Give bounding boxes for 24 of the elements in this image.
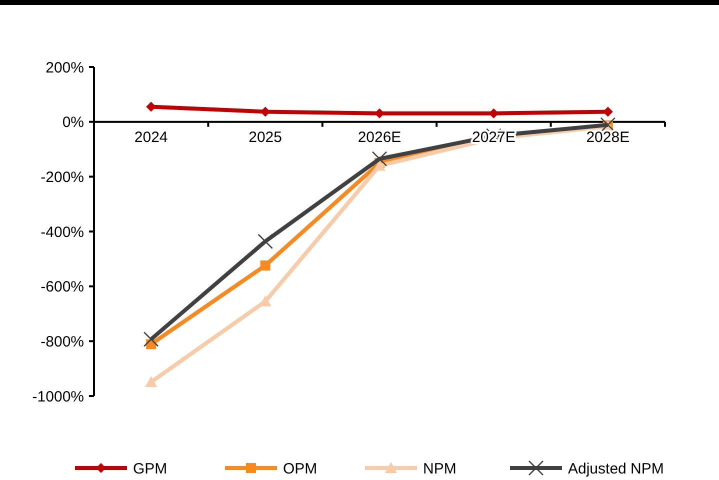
y-tick-label: -200% — [40, 168, 84, 186]
point — [374, 108, 384, 118]
y-tick-label: 200% — [46, 59, 84, 76]
x-tick-label: 2027E — [472, 128, 516, 146]
x-tick-label: 2026E — [358, 128, 402, 146]
y-tick-label: -400% — [40, 224, 84, 241]
legend-label: Adjusted NPM — [568, 460, 664, 478]
y-tick-label: -800% — [40, 333, 84, 350]
x-tick-label: 2028E — [586, 128, 630, 146]
point — [143, 332, 159, 347]
y-tick-label: 0% — [62, 114, 84, 132]
x-tick-label: 2025 — [248, 128, 282, 146]
point — [374, 160, 386, 171]
legend-label: GPM — [133, 460, 168, 478]
point — [145, 376, 158, 388]
legend-label: NPM — [423, 460, 456, 478]
point — [372, 151, 388, 166]
point — [260, 260, 270, 270]
y-tick-label: -1000% — [32, 388, 84, 406]
point — [600, 117, 616, 132]
point — [258, 234, 273, 250]
y-tick-label: -600% — [40, 278, 84, 296]
legend-label: OPM — [283, 460, 318, 478]
x-tick-label: 2024 — [134, 128, 168, 146]
